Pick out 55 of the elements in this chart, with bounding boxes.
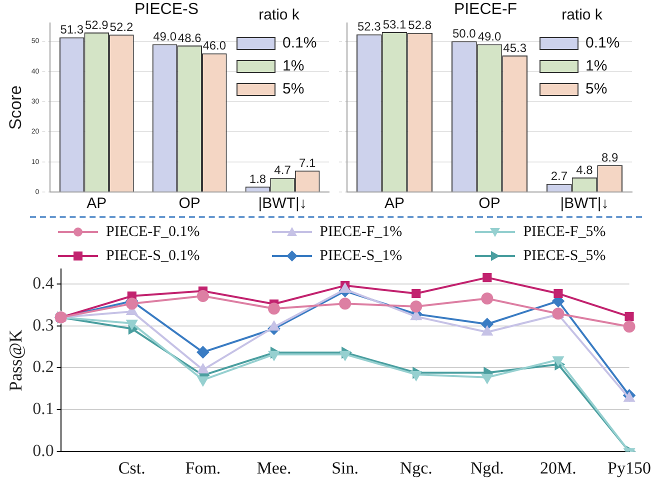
x-tick-label: Mee.	[256, 458, 292, 478]
y-tick-label: 0.1	[32, 399, 54, 418]
data-label: 2.7	[550, 169, 568, 184]
x-tick-label: |BWT|↓	[258, 195, 307, 212]
chart-title: PIECE-S	[134, 1, 199, 18]
legend-label: 5%	[586, 80, 608, 98]
x-tick-label: Sin.	[332, 458, 359, 478]
x-tick-label: Fom.	[185, 458, 221, 478]
data-label: 1.8	[249, 172, 266, 186]
x-tick-label: |BWT|↓	[560, 195, 609, 212]
legend-label: PIECE-F_5%	[523, 224, 606, 240]
legend-label: 1%	[586, 58, 608, 75]
data-label: 46.0	[202, 38, 226, 53]
legend-title: ratio k	[562, 6, 603, 24]
x-tick-label: Ngd.	[470, 458, 504, 478]
data-label: 48.6	[178, 30, 202, 45]
x-tick-label: OP	[178, 195, 200, 212]
data-label: 52.2	[110, 20, 134, 34]
legend-label: PIECE-F_1%	[320, 224, 402, 240]
y-tick-label: 0.2	[32, 357, 54, 376]
data-label: 8.9	[601, 150, 618, 164]
data-label: 50.0	[452, 26, 476, 41]
x-tick-label: Cst.	[118, 458, 146, 478]
data-label: 49.0	[153, 30, 177, 44]
data-label: 4.8	[576, 162, 594, 177]
x-tick-label: OP	[478, 195, 500, 212]
data-label: 45.3	[503, 40, 527, 55]
legend-label: 1%	[282, 58, 304, 75]
y-tick-label: 0.4	[32, 273, 54, 292]
legend-title: ratio k	[258, 6, 300, 24]
x-tick-label: AP	[384, 195, 405, 212]
data-label: 7.1	[298, 156, 316, 170]
x-tick-label: Ngc.	[400, 458, 432, 478]
y-tick-label: 0.3	[32, 315, 54, 334]
legend-label: 0.1%	[282, 34, 317, 52]
y-tick-label: 0.0	[32, 441, 54, 460]
legend-label: PIECE-S_1%	[320, 248, 402, 264]
data-label: 49.0	[478, 30, 502, 44]
x-tick-label: AP	[86, 195, 107, 212]
data-label: 52.3	[357, 20, 382, 34]
x-tick-label: Py150	[608, 458, 652, 478]
legend-label: PIECE-S_5%	[523, 248, 606, 264]
data-label: 52.9	[84, 18, 109, 32]
data-label: 53.1	[382, 17, 406, 32]
data-label: 4.7	[274, 163, 292, 178]
data-label: 51.3	[60, 22, 84, 37]
legend-label: 0.1%	[586, 34, 620, 52]
y-axis-title: Score	[6, 85, 25, 130]
legend-label: PIECE-S_0.1%	[106, 248, 200, 264]
data-label: 52.8	[408, 18, 432, 32]
chart-title: PIECE-F	[454, 1, 518, 18]
legend-label: 5%	[282, 80, 304, 98]
y-axis-title: Pass@K	[6, 330, 26, 392]
legend-label: PIECE-F_0.1%	[106, 224, 200, 240]
x-tick-label: 20M.	[540, 458, 576, 478]
